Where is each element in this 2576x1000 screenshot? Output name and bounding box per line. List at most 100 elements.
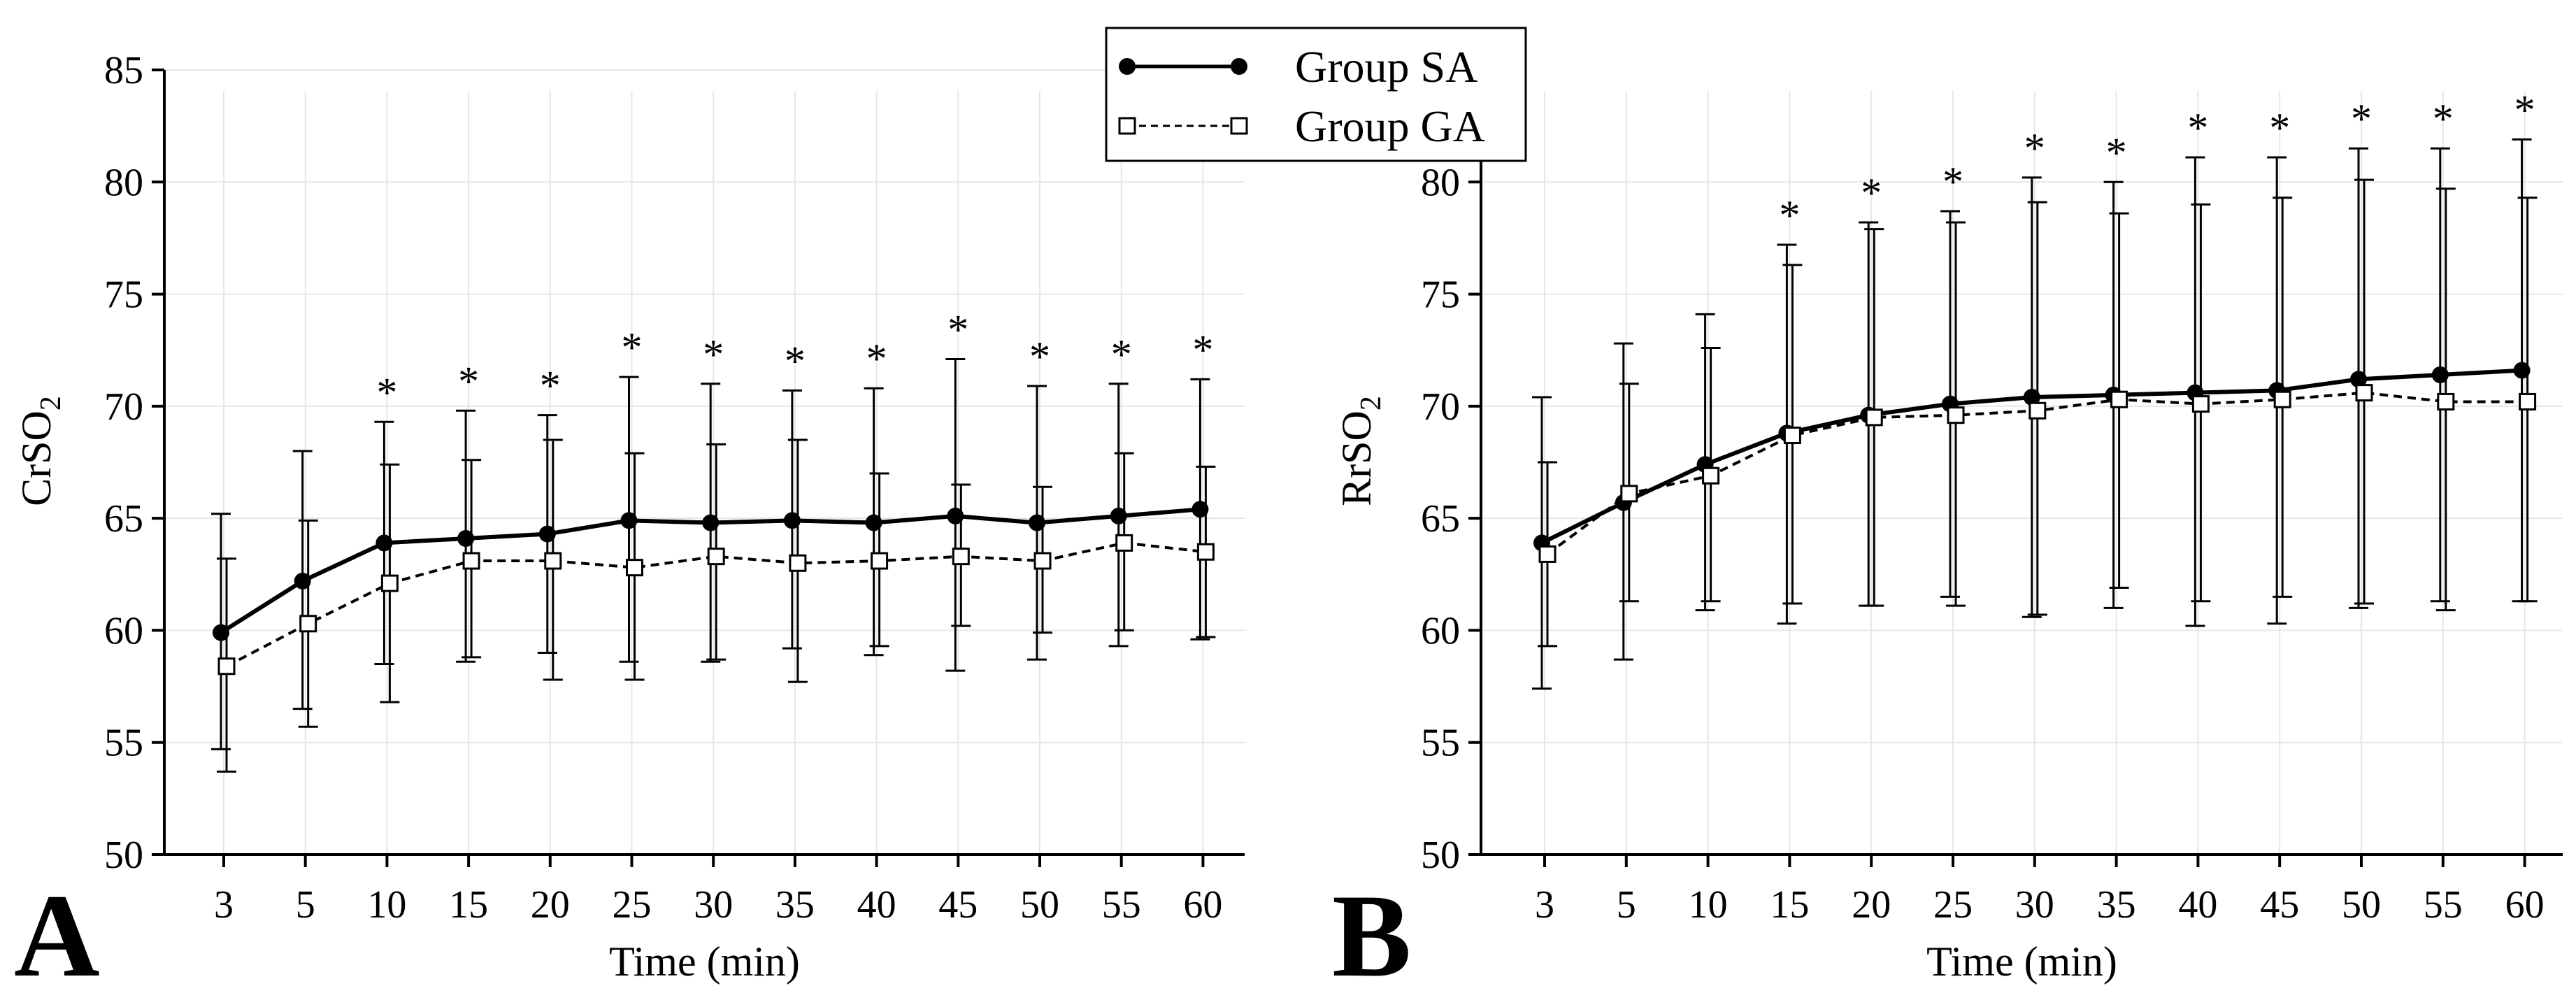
significance-star: * — [2024, 125, 2045, 171]
data-point-sa — [457, 529, 475, 547]
panel-letter: B — [1332, 870, 1411, 1000]
x-tick-label: 3 — [1535, 883, 1554, 927]
data-point-sa — [702, 514, 720, 531]
x-tick-label: 35 — [2097, 883, 2136, 927]
series-group-ga — [217, 438, 1216, 773]
x-tick-label: 20 — [1852, 883, 1891, 927]
y-axis-title-subscript: 2 — [1355, 396, 1387, 410]
data-point-ga — [462, 552, 480, 570]
data-point-sa — [2023, 389, 2040, 406]
x-tick-label: 25 — [613, 883, 652, 927]
y-tick-label: 75 — [1421, 273, 1460, 317]
data-point-ga — [1702, 466, 1720, 485]
significance-star: * — [2433, 96, 2454, 142]
data-point-ga — [952, 548, 970, 566]
significance-star: * — [2187, 105, 2208, 151]
y-tick-label: 50 — [104, 834, 143, 877]
x-tick-label: 5 — [1617, 883, 1636, 927]
y-tick-label: 80 — [104, 161, 143, 204]
data-point-ga — [380, 574, 399, 592]
y-tick-label: 55 — [104, 722, 143, 765]
y-tick-label: 65 — [1421, 497, 1460, 541]
data-point-ga — [871, 552, 889, 570]
legend-marker-circle — [1231, 58, 1247, 75]
x-tick-label: 40 — [857, 883, 896, 927]
x-tick-label: 30 — [2015, 883, 2054, 927]
data-point-sa — [1029, 514, 1045, 531]
significance-star: * — [2514, 87, 2535, 133]
data-point-sa — [213, 624, 229, 641]
data-point-sa — [538, 525, 556, 543]
x-tick-label: 15 — [449, 883, 488, 927]
significance-star: * — [540, 363, 561, 409]
data-point-ga — [2519, 392, 2537, 410]
data-point-ga — [1033, 552, 1052, 570]
data-point-ga — [626, 559, 643, 577]
data-point-ga — [1947, 406, 1965, 424]
y-tick-label: 55 — [1421, 722, 1460, 765]
y-axis-title-main: CrSO — [13, 410, 59, 506]
significance-star: * — [1029, 334, 1050, 380]
x-tick-label: 60 — [2505, 883, 2545, 927]
data-point-ga — [1115, 534, 1133, 552]
y-tick-label: 65 — [104, 497, 143, 541]
x-tick-label: 50 — [1020, 883, 1059, 927]
y-tick-label: 50 — [1421, 834, 1460, 877]
data-point-ga — [1865, 408, 1883, 427]
significance-star: * — [1192, 327, 1213, 373]
data-point-sa — [947, 507, 964, 524]
y-tick-label: 70 — [1421, 385, 1460, 429]
data-point-sa — [1110, 507, 1127, 524]
data-point-sa — [2431, 366, 2449, 383]
x-tick-label: 5 — [296, 883, 315, 927]
x-tick-label: 50 — [2342, 883, 2381, 927]
y-tick-label: 70 — [104, 385, 143, 429]
data-point-ga — [2110, 390, 2128, 408]
grid — [1481, 91, 2563, 855]
legend-marker-square — [1230, 117, 1248, 135]
significance-star: * — [1779, 192, 1800, 238]
x-tick-label: 45 — [2260, 883, 2299, 927]
data-point-sa — [783, 512, 801, 529]
panel-letter: A — [14, 870, 100, 1000]
data-point-ga — [2191, 395, 2210, 413]
x-tick-label: 55 — [2424, 883, 2463, 927]
data-point-ga — [2355, 384, 2373, 402]
y-tick-label: 60 — [104, 609, 143, 652]
data-point-sa — [375, 534, 393, 552]
y-tick-label: 80 — [1421, 161, 1460, 204]
significance-star: * — [1942, 159, 1963, 205]
significance-star: * — [2351, 96, 2372, 142]
data-point-sa — [2350, 371, 2367, 388]
x-tick-label: 25 — [1933, 883, 1973, 927]
data-point-ga — [217, 657, 236, 676]
data-point-ga — [544, 552, 562, 570]
significance-star: * — [866, 336, 887, 382]
x-tick-label: 15 — [1770, 883, 1809, 927]
significance-star: * — [947, 307, 968, 353]
data-point-ga — [1620, 485, 1638, 503]
y-axis-title-main: RrSO — [1333, 410, 1380, 506]
data-point-sa — [865, 514, 882, 531]
y-axis-title: CrSO2 — [13, 396, 67, 506]
data-point-ga — [2028, 401, 2047, 420]
data-point-ga — [707, 548, 725, 566]
legend-label: Group GA — [1295, 101, 1485, 151]
legend-box — [1105, 27, 1527, 162]
data-point-ga — [1783, 427, 1801, 445]
data-point-sa — [294, 572, 311, 590]
series-group-ga — [1538, 178, 2538, 648]
significance-star: * — [785, 338, 806, 384]
x-axis-title: Time (min) — [609, 938, 800, 985]
x-tick-label: 55 — [1102, 883, 1141, 927]
significance-star: * — [2106, 129, 2127, 176]
x-tick-label: 10 — [367, 883, 406, 927]
data-point-sa — [1192, 501, 1209, 518]
x-tick-label: 10 — [1689, 883, 1728, 927]
x-axis-title: Time (min) — [1926, 938, 2117, 985]
x-tick-label: 20 — [531, 883, 570, 927]
significance-star: * — [376, 369, 397, 415]
y-tick-label: 60 — [1421, 609, 1460, 652]
